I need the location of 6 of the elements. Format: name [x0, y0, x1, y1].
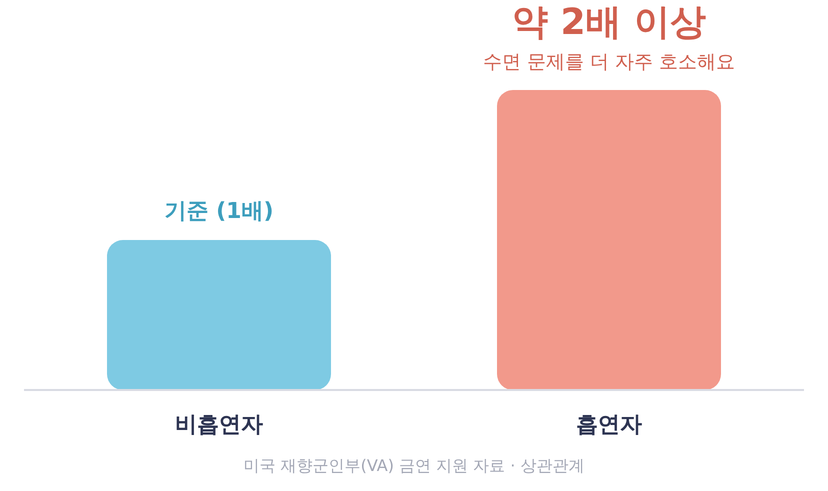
- data-label: 기준 (1배): [164, 199, 274, 224]
- data-label: 약 2배 이상: [512, 2, 706, 43]
- x-tick-label: 흡연자: [576, 412, 642, 438]
- x-tick-label: 비흡연자: [175, 412, 263, 438]
- annotation: 수면 문제를 더 자주 호소해요: [482, 51, 736, 73]
- text: 미국 재향군인부(VA) 금연 지원 자료 · 상관관계: [242, 456, 586, 477]
